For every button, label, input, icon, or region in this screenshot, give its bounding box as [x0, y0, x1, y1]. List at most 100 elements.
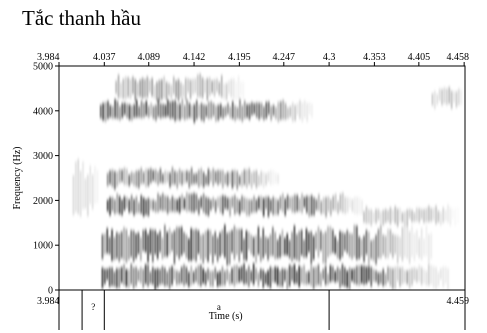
energy-streak-band-5 — [171, 266, 173, 286]
energy-streak-band-5 — [144, 264, 147, 284]
energy-streak-band-5 — [310, 265, 312, 287]
energy-streak-band-5 — [286, 269, 288, 290]
energy-streak-band-2 — [229, 171, 231, 185]
energy-streak-band-3 — [298, 198, 301, 212]
energy-streak-band-0 — [299, 100, 301, 119]
energy-streak-band-4 — [245, 230, 248, 261]
energy-streak-band-2 — [198, 169, 200, 188]
energy-streak-band-3 — [205, 196, 207, 215]
energy-streak-band-4 — [286, 233, 288, 256]
energy-streak-band-3 — [169, 198, 171, 212]
energy-streak-band-0 — [306, 102, 308, 122]
energy-streak-band-6 — [380, 211, 382, 224]
energy-streak-band-2 — [135, 170, 138, 187]
energy-streak-band-5 — [236, 265, 238, 284]
energy-streak-band-6 — [363, 211, 365, 223]
energy-streak-band-5 — [360, 265, 363, 284]
energy-streak-band-4 — [399, 236, 401, 257]
energy-streak-band-4 — [293, 225, 296, 259]
energy-streak-band-5 — [231, 267, 233, 284]
energy-streak-band-5 — [348, 267, 351, 290]
energy-streak-band-5 — [377, 272, 380, 286]
energy-streak-band-3 — [181, 194, 183, 211]
energy-streak-band-2 — [193, 173, 195, 184]
energy-streak-band-5 — [248, 265, 250, 287]
energy-streak-band-5 — [317, 264, 320, 285]
energy-streak-band-3 — [188, 193, 190, 212]
energy-streak-band-0 — [112, 106, 114, 119]
energy-streak-band-2 — [145, 168, 147, 188]
energy-streak-band-2 — [250, 172, 253, 189]
energy-streak-band-2 — [224, 173, 226, 185]
energy-streak-band-8 — [77, 158, 79, 215]
energy-streak-band-4 — [192, 229, 195, 260]
energy-streak-band-1 — [189, 79, 192, 100]
energy-streak-band-3 — [265, 196, 267, 210]
energy-streak-band-1 — [134, 79, 137, 102]
energy-streak-band-2 — [217, 170, 219, 185]
energy-streak-band-3 — [334, 193, 337, 211]
energy-streak-band-1 — [168, 83, 170, 96]
energy-streak-band-0 — [234, 105, 236, 121]
energy-streak-band-5 — [142, 268, 144, 288]
energy-streak-band-4 — [166, 231, 168, 257]
energy-streak-band-2 — [246, 169, 248, 188]
energy-streak-band-5 — [420, 267, 423, 285]
energy-streak-band-4 — [372, 238, 375, 261]
energy-streak-band-0 — [169, 101, 172, 119]
energy-streak-band-6 — [375, 209, 377, 224]
energy-streak-band-3 — [135, 196, 138, 214]
energy-streak-band-0 — [263, 106, 265, 121]
energy-streak-band-5 — [413, 267, 416, 281]
energy-streak-band-0 — [222, 107, 224, 119]
energy-streak-band-5 — [202, 268, 204, 284]
energy-streak-band-5 — [156, 268, 159, 288]
energy-streak-band-0 — [193, 104, 196, 123]
energy-streak-band-5 — [432, 266, 435, 288]
energy-streak-band-4 — [404, 225, 406, 257]
energy-streak-band-5 — [418, 265, 420, 282]
energy-streak-band-2 — [183, 170, 186, 184]
energy-streak-band-4 — [416, 230, 418, 255]
energy-streak-band-5 — [284, 269, 286, 282]
energy-streak-band-4 — [334, 236, 336, 254]
energy-streak-band-5 — [315, 266, 317, 286]
plot-frame — [58, 65, 466, 291]
energy-streak-band-7 — [455, 91, 458, 108]
energy-streak-band-4 — [365, 229, 368, 255]
energy-streak-band-5 — [269, 266, 272, 289]
energy-streak-band-3 — [332, 195, 334, 211]
energy-streak-band-4 — [360, 238, 363, 257]
energy-streak-band-0 — [244, 100, 246, 119]
energy-streak-band-6 — [432, 208, 435, 221]
energy-streak-band-8 — [72, 175, 75, 216]
energy-streak-band-5 — [260, 268, 262, 281]
energy-streak-band-4 — [156, 233, 159, 259]
energy-streak-band-4 — [132, 230, 135, 262]
energy-streak-band-5 — [279, 270, 281, 287]
energy-streak-band-4 — [336, 240, 339, 259]
energy-streak-band-3 — [159, 195, 162, 211]
energy-streak-band-4 — [216, 237, 219, 262]
energy-streak-band-1 — [218, 81, 221, 96]
energy-streak-band-1 — [187, 78, 189, 93]
energy-streak-band-1 — [240, 81, 242, 96]
energy-streak-band-3 — [166, 196, 169, 214]
energy-streak-band-0 — [287, 107, 289, 119]
energy-streak-band-4 — [252, 237, 255, 257]
energy-streak-band-5 — [351, 269, 353, 282]
y-tick-label: 1000 — [33, 241, 53, 252]
energy-streak-band-5 — [368, 266, 370, 282]
energy-streak-band-5 — [183, 264, 185, 286]
energy-streak-band-5 — [353, 268, 356, 284]
y-tick-label: 4000 — [33, 106, 53, 117]
energy-streak-band-5 — [204, 271, 207, 286]
energy-streak-band-4 — [118, 233, 120, 262]
energy-streak-band-0 — [256, 102, 258, 118]
energy-streak-band-4 — [346, 230, 348, 254]
energy-streak-band-1 — [204, 79, 206, 94]
energy-streak-band-2 — [188, 171, 190, 189]
energy-streak-band-2 — [222, 170, 224, 189]
energy-streak-band-0 — [116, 101, 119, 119]
energy-streak-band-2 — [157, 171, 159, 186]
